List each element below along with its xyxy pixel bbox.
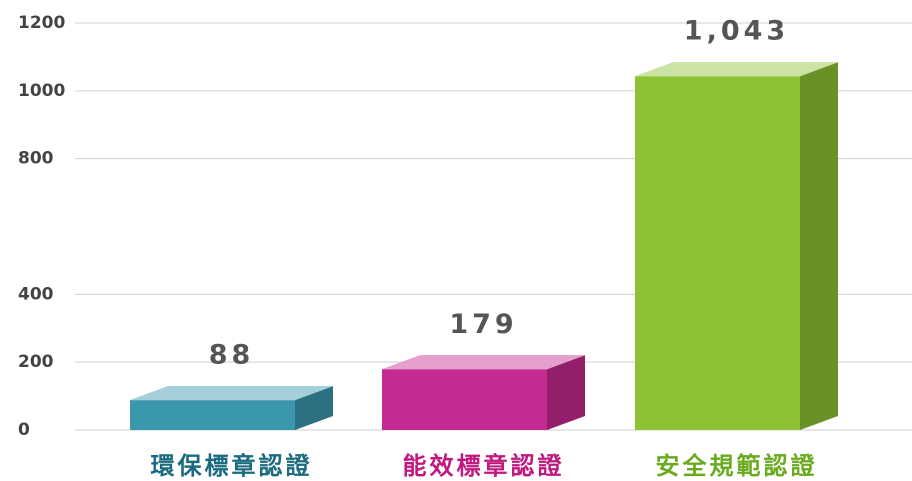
bar-top-light [635, 62, 838, 77]
bar-top-light [382, 355, 585, 370]
y-tick-label: 0 [18, 420, 30, 440]
y-tick-label: 800 [18, 149, 54, 169]
y-tick-label: 400 [18, 284, 54, 304]
bar-side-shade [295, 386, 333, 430]
bar [382, 355, 585, 430]
bar-front [635, 76, 800, 430]
value-label: 179 [449, 309, 517, 340]
bar-side-shade [800, 62, 838, 430]
bar [635, 62, 838, 430]
x-tick-label: 能效標章認證 [403, 452, 565, 480]
bar-front [130, 400, 295, 430]
value-label: 1,043 [684, 16, 789, 47]
bar-front [382, 369, 547, 430]
value-label: 88 [209, 340, 255, 371]
bar-side [295, 386, 333, 430]
y-tick-label: 1000 [18, 81, 65, 101]
bar-side [547, 355, 585, 430]
bar-side [800, 62, 838, 430]
bar [130, 386, 333, 430]
bar-top-light [130, 386, 333, 401]
x-tick-label: 環保標章認證 [151, 452, 313, 480]
bar-side-shade [547, 355, 585, 430]
y-tick-label: 200 [18, 352, 54, 372]
y-tick-label: 1200 [18, 13, 65, 33]
x-tick-label: 安全規範認證 [656, 452, 818, 480]
